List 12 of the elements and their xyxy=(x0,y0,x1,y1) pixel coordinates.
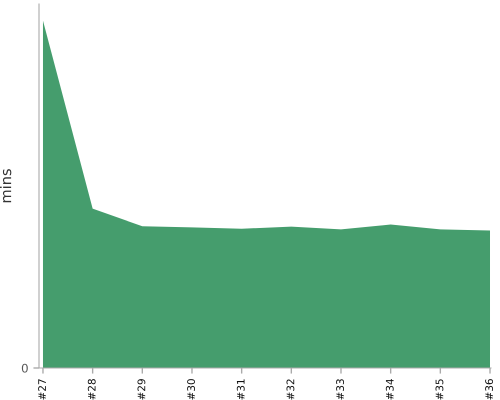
x-tick-label: #27 xyxy=(38,379,46,400)
x-tick-label: #36 xyxy=(485,379,494,400)
x-tick-label: #30 xyxy=(187,379,196,400)
x-tick-label: #33 xyxy=(336,379,344,400)
text: 0 xyxy=(22,364,28,373)
x-tick-label: #31 xyxy=(236,379,245,400)
x-tick-label: #32 xyxy=(286,379,294,400)
x-tick-label: #35 xyxy=(435,379,444,400)
y-axis-title: mins xyxy=(0,169,12,202)
x-tick-label: #28 xyxy=(88,379,96,400)
x-tick-label: #29 xyxy=(137,379,146,400)
x-tick-label: #34 xyxy=(386,379,394,400)
